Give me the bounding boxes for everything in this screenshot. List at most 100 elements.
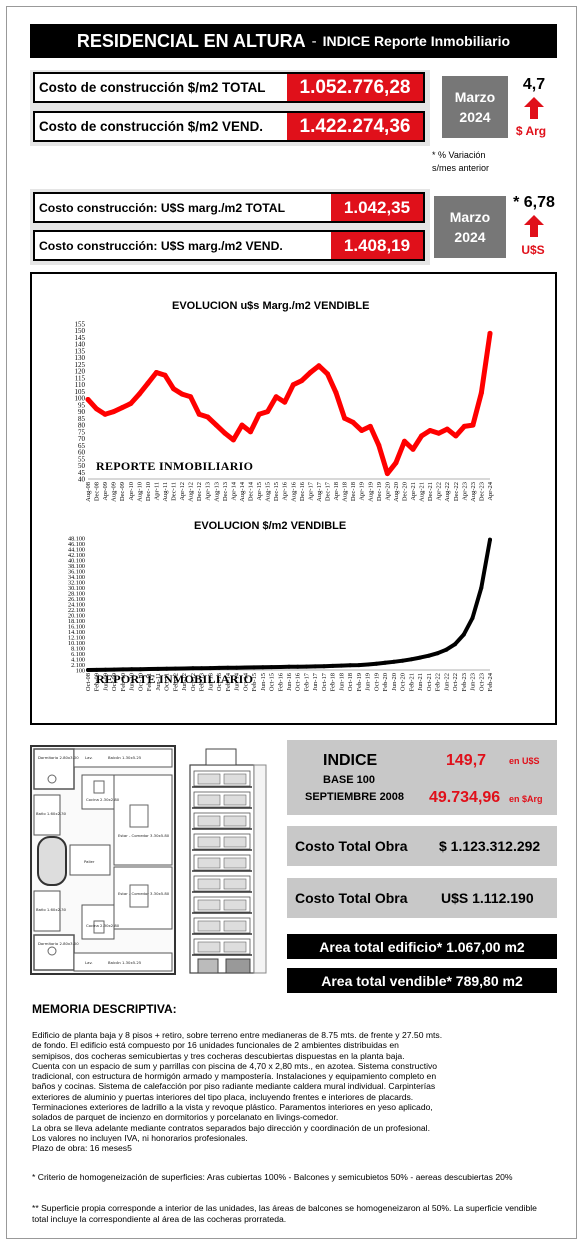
variation-note: * % Variación s/mes anterior [432,149,552,175]
facade-window [223,836,247,848]
x-tick-label: Feb-24 [487,672,494,691]
x-tick-label: Dec-09 [119,482,126,501]
x-tick-label: Dec-22 [453,482,460,501]
y-tick-label: 14.100 [68,629,85,636]
costo-total-ars-label: Costo Total Obra [295,838,408,854]
y-tick-label: 12.100 [68,635,85,642]
data-point [295,664,300,669]
x-tick-label: Dec-15 [273,482,280,501]
pesos-currency: $ Arg [515,124,547,138]
data-point [252,665,256,670]
x-tick-label: Feb-20 [382,673,389,691]
data-point [94,406,100,412]
data-point [384,471,390,477]
usd-vend-label: Costo construcción: U$S marg./m2 VEND. [39,238,283,253]
x-tick-label: Dec-08 [94,482,101,501]
pesos-period-box: Marzo 2024 [442,76,508,138]
y-tick-label: 46.100 [68,541,85,548]
x-tick-label: Oct-09 [111,673,118,691]
x-tick-label: Jun-09 [102,673,109,691]
data-point [453,642,457,647]
x-tick-label: Apr-13 [205,482,212,501]
data-point [478,390,484,396]
x-tick-label: Dec-21 [427,482,434,501]
facade-window [223,857,247,869]
x-tick-label: Oct-23 [478,673,485,691]
costo-total-usd-value: U$S 1.112.190 [441,890,534,906]
y-tick-label: 120 [75,368,86,376]
x-tick-label: Jun-19 [365,673,372,691]
memoria-line: Edificio de planta baja y 8 pisos + reti… [32,1030,443,1040]
index-box: INDICE BASE 100 SEPTIEMBRE 2008 149,7 en… [287,740,557,815]
usd-month: Marzo [449,209,491,225]
y-tick-label: 10.100 [68,640,85,647]
facade-window [197,857,221,869]
y-tick-label: 4.100 [71,657,85,664]
data-point [205,414,211,420]
x-tick-label: Apr-12 [179,482,186,501]
x-tick-label: Feb-11 [146,673,153,691]
memoria-line: La obra se lleva adelante mediante contr… [32,1122,430,1133]
memoria-line: semipisos, dos cocheras semicubiertas y … [32,1050,405,1061]
charts-panel: EVOLUCION u$s Marg./m2 VENDIBLE 40 45 50 55… [30,272,557,725]
x-tick-label: Jun-14 [234,672,241,690]
facade-garage [225,958,251,974]
data-point [339,663,344,668]
data-point [359,428,365,433]
facade-door [197,958,219,974]
costo-total-usd-box: Costo Total Obra U$S 1.112.190 [287,878,557,918]
index-usd-unit: en U$S [509,756,540,766]
data-point [313,664,318,669]
x-tick-label: Oct-15 [269,673,276,691]
x-tick-label: Aug-19 [367,482,374,502]
x-tick-label: Apr-22 [436,482,443,501]
plan-palier: Palier [84,859,95,864]
x-tick-label: Aug-14 [239,481,246,502]
index-ars-value: 49.734,96 [429,789,501,806]
y-tick-label: 20.100 [68,613,85,620]
x-tick-label: Feb-12 [172,673,179,691]
memoria-line: solados de parquet de incienzo en dormit… [32,1112,339,1123]
data-point [410,446,416,452]
chart1-title: EVOLUCION u$s Marg./m2 VENDIBLE [172,300,370,312]
chart2-watermark: REPORTE INMOBILIARIO [96,672,254,686]
x-tick-label: Apr-15 [256,482,263,501]
y-tick-label: 16.100 [68,624,85,631]
facade-window [197,941,221,953]
x-tick-label: Feb-14 [225,672,232,691]
memoria-line: exteriores de aluminio y puertas interio… [32,1091,414,1102]
title-bar: RESIDENCIAL EN ALTURA - INDICE Reporte I… [30,24,557,58]
data-point [239,422,245,428]
y-tick-label: 24.100 [68,602,85,609]
x-tick-label: Feb-18 [330,673,337,691]
data-point [85,397,91,402]
footnote-homogeneizacion: * Criterio de homogeneización de superfi… [32,1172,513,1182]
x-tick-label: Apr-17 [307,481,314,500]
usd-currency: U$S [521,243,545,257]
memoria-line: Cuenta con un espacio de sum y parrillas… [32,1060,438,1071]
index-base: BASE 100 [323,774,375,786]
plan-bano-1: Baño 1.60x2.30 [36,811,67,816]
data-point [248,429,253,435]
area-vendible-bar: Area total vendible* 789,80 m2 [287,968,557,993]
y-tick-label: 36.100 [68,569,85,576]
usd-total-value: 1.042,35 [331,194,423,221]
y-tick-label: 95 [78,401,86,409]
data-point [479,585,484,590]
x-tick-label: Feb-10 [120,673,127,691]
facade-window [197,773,221,785]
x-tick-label: Apr-23 [461,482,468,501]
data-point [287,664,291,669]
chart-usd-evolution: 4045505560657075808590951001051101151201… [75,321,495,502]
usd-vend-value: 1.408,19 [331,232,423,259]
data-point [173,666,178,671]
data-point [461,632,466,637]
x-tick-label: Aug-15 [265,482,272,502]
x-tick-label: Oct-13 [216,673,223,691]
x-tick-label: Jun-21 [417,673,424,691]
x-tick-label: Feb-23 [461,673,468,691]
x-tick-label: Jun-23 [470,673,477,691]
facade-window [197,899,221,911]
pesos-vend-label: Costo de construcción $/m2 VEND. [39,119,263,134]
pesos-total-value: 1.052.776,28 [287,74,423,101]
